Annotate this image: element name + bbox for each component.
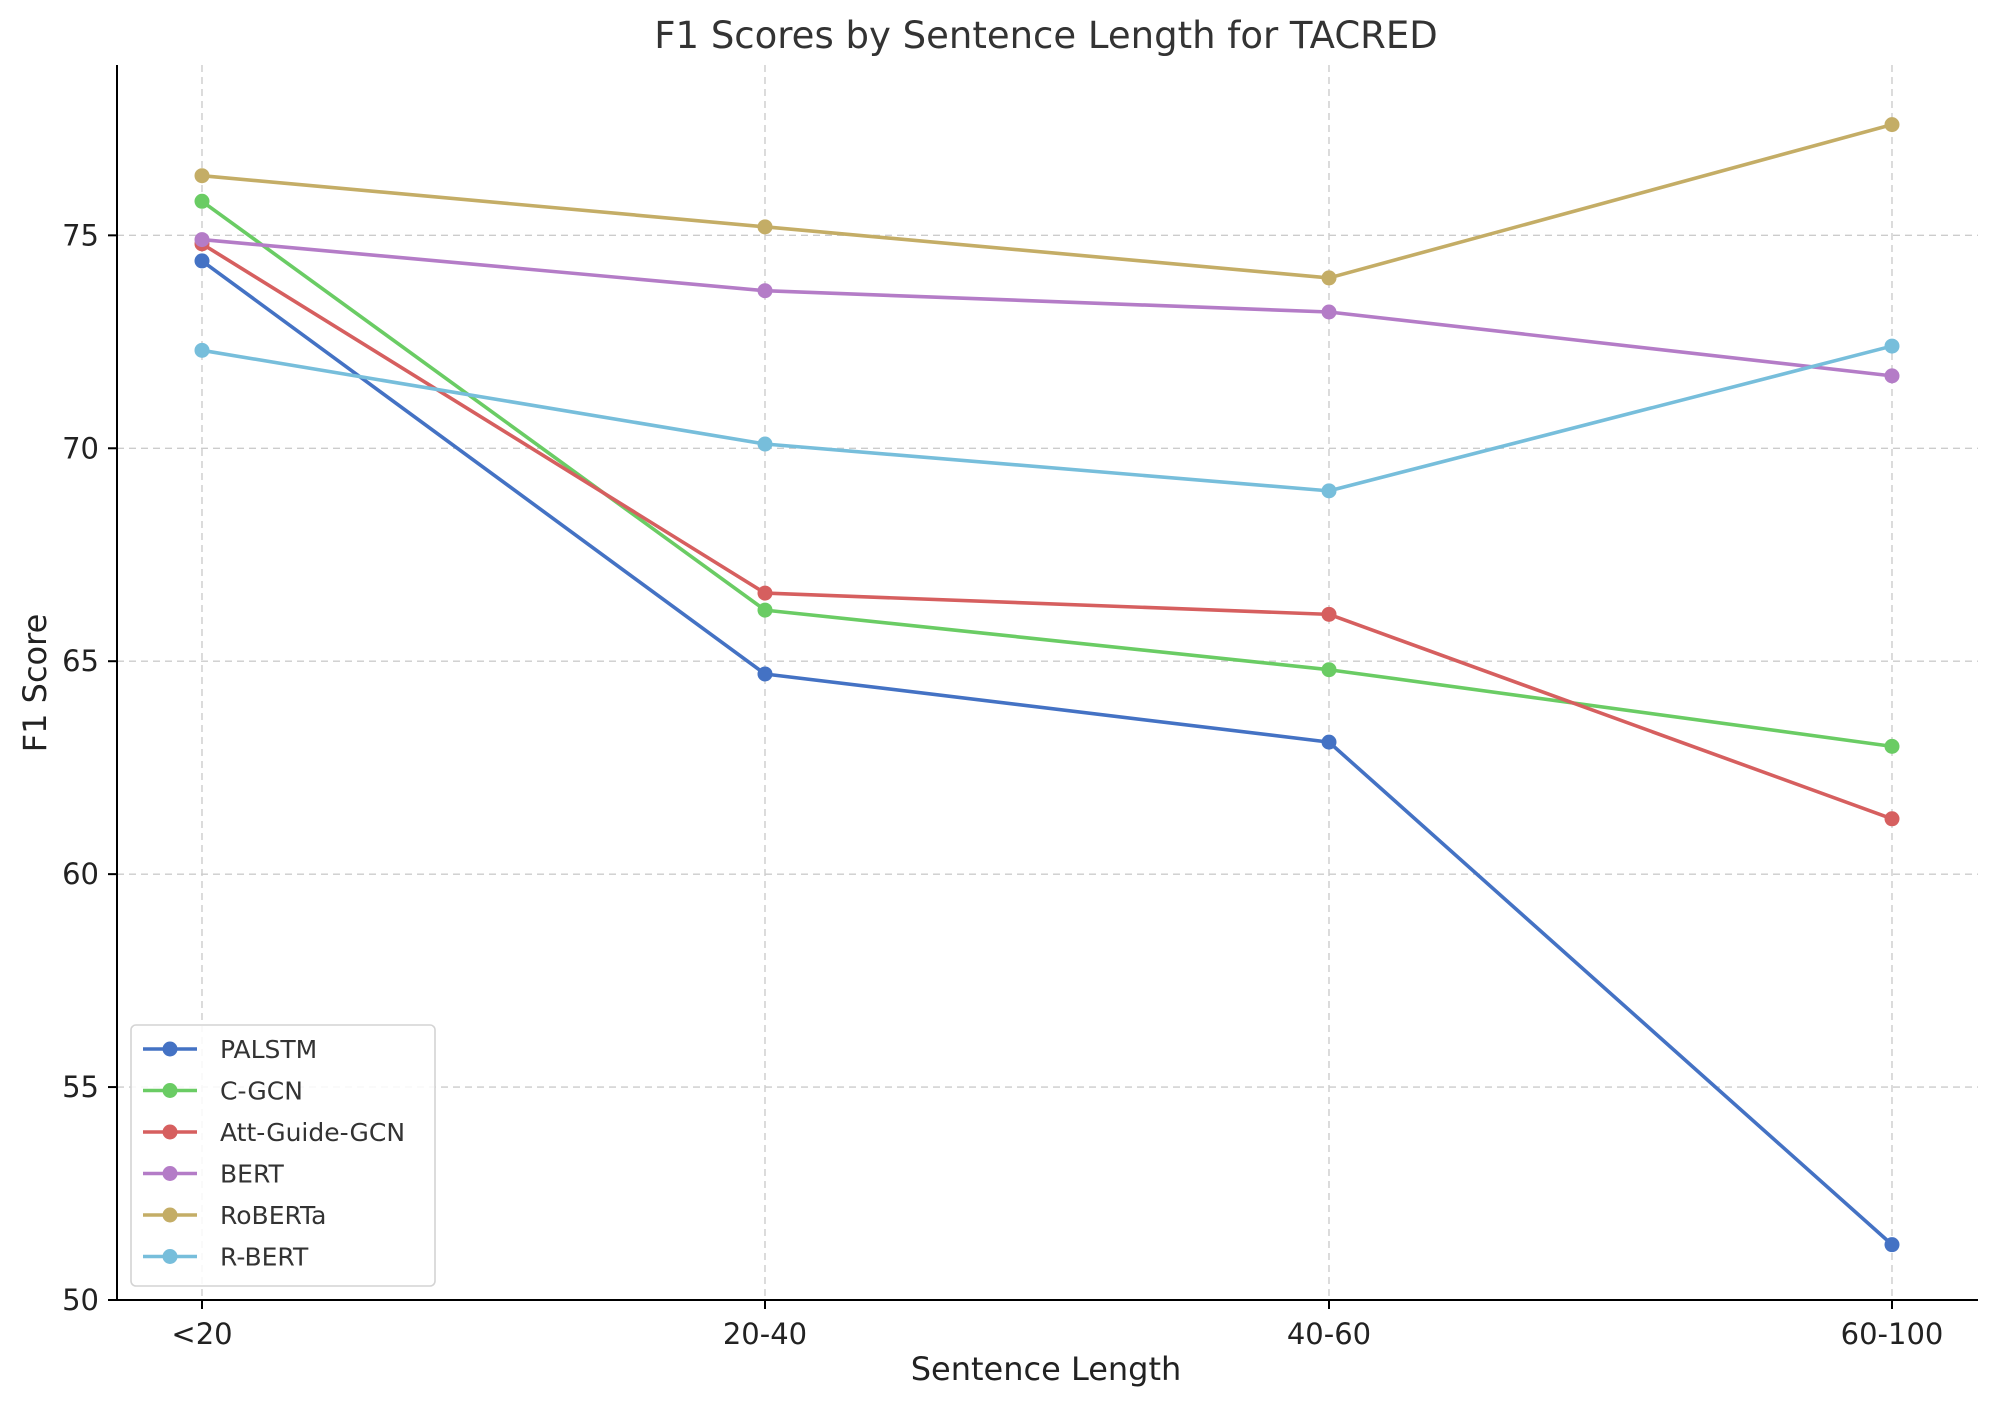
series-palstm bbox=[194, 253, 1900, 1253]
data-point bbox=[1884, 1237, 1900, 1253]
legend-marker bbox=[162, 1166, 178, 1181]
legend-label: Att-Guide-GCN bbox=[220, 1118, 405, 1147]
data-point bbox=[757, 602, 773, 618]
legend-marker bbox=[162, 1083, 178, 1098]
y-axis-label: F1 Score bbox=[16, 614, 54, 753]
series-line bbox=[200, 259, 1894, 1246]
x-axis-ticks: <20 20-40 40-60 60-100 bbox=[171, 1300, 1943, 1351]
y-tick-label: 75 bbox=[62, 218, 99, 252]
series-line bbox=[201, 344, 1893, 493]
data-point bbox=[1321, 483, 1337, 499]
axes bbox=[116, 65, 1978, 1301]
grid bbox=[117, 65, 1978, 1300]
data-point bbox=[194, 193, 210, 209]
series-line bbox=[201, 122, 1893, 280]
legend-box bbox=[130, 1024, 436, 1287]
data-point bbox=[194, 253, 210, 269]
data-point bbox=[194, 232, 210, 248]
data-point bbox=[757, 585, 773, 601]
series-roberta bbox=[194, 117, 1900, 286]
series-group bbox=[194, 117, 1900, 1253]
legend-marker bbox=[162, 1249, 178, 1264]
data-point bbox=[194, 168, 210, 184]
series-r-bert bbox=[194, 338, 1900, 499]
data-point bbox=[1321, 304, 1337, 320]
series-line bbox=[201, 242, 1893, 821]
chart-title: F1 Scores by Sentence Length for TACRED bbox=[654, 14, 1438, 57]
data-point bbox=[1884, 338, 1900, 354]
legend-label: RoBERTa bbox=[220, 1201, 327, 1230]
legend-entry: RoBERTa bbox=[143, 1201, 327, 1230]
data-point bbox=[1321, 270, 1337, 286]
data-point bbox=[757, 436, 773, 452]
legend-entry: PALSTM bbox=[143, 1035, 317, 1064]
y-tick-label: 50 bbox=[62, 1283, 99, 1317]
data-point bbox=[757, 219, 773, 235]
series-c-gcn bbox=[194, 193, 1900, 754]
series-line bbox=[200, 199, 1893, 749]
legend-entry: C-GCN bbox=[143, 1077, 303, 1106]
x-tick-label: <20 bbox=[171, 1317, 232, 1351]
data-point bbox=[1884, 811, 1900, 827]
legend-marker bbox=[162, 1207, 178, 1223]
y-tick-label: 65 bbox=[62, 644, 99, 678]
y-tick-label: 60 bbox=[62, 857, 99, 891]
y-tick-label: 70 bbox=[62, 431, 99, 465]
legend-entry: R-BERT bbox=[143, 1243, 309, 1272]
legend-label: BERT bbox=[220, 1160, 284, 1189]
x-tick-label: 40-60 bbox=[1287, 1317, 1371, 1351]
legend-label: R-BERT bbox=[220, 1243, 309, 1272]
x-tick-label: 60-100 bbox=[1841, 1317, 1944, 1351]
data-point bbox=[757, 283, 773, 299]
series-line bbox=[201, 237, 1893, 378]
legend-entry: Att-Guide-GCN bbox=[143, 1118, 405, 1147]
series-bert bbox=[194, 232, 1900, 384]
x-axis-label: Sentence Length bbox=[911, 1350, 1182, 1388]
legend-entry: BERT bbox=[143, 1160, 284, 1189]
data-point bbox=[194, 342, 210, 358]
data-point bbox=[1884, 738, 1900, 754]
legend-label: C-GCN bbox=[220, 1077, 303, 1106]
legend: PALSTM C-GCN Att-Guide-GCN BERT RoBERTa R-BER… bbox=[130, 1024, 436, 1287]
data-point bbox=[1884, 117, 1900, 133]
data-point bbox=[1321, 662, 1337, 678]
data-point bbox=[1321, 734, 1337, 750]
data-point bbox=[757, 666, 773, 682]
series-att-guide-gcn bbox=[194, 236, 1900, 827]
y-axis-ticks: 50 55 60 65 70 75 bbox=[62, 218, 117, 1317]
legend-marker bbox=[162, 1124, 178, 1140]
legend-marker bbox=[162, 1041, 178, 1057]
y-tick-label: 55 bbox=[62, 1070, 99, 1104]
data-point bbox=[1321, 606, 1337, 622]
x-tick-label: 20-40 bbox=[723, 1317, 807, 1351]
legend-label: PALSTM bbox=[220, 1035, 317, 1064]
data-point bbox=[1884, 368, 1900, 384]
